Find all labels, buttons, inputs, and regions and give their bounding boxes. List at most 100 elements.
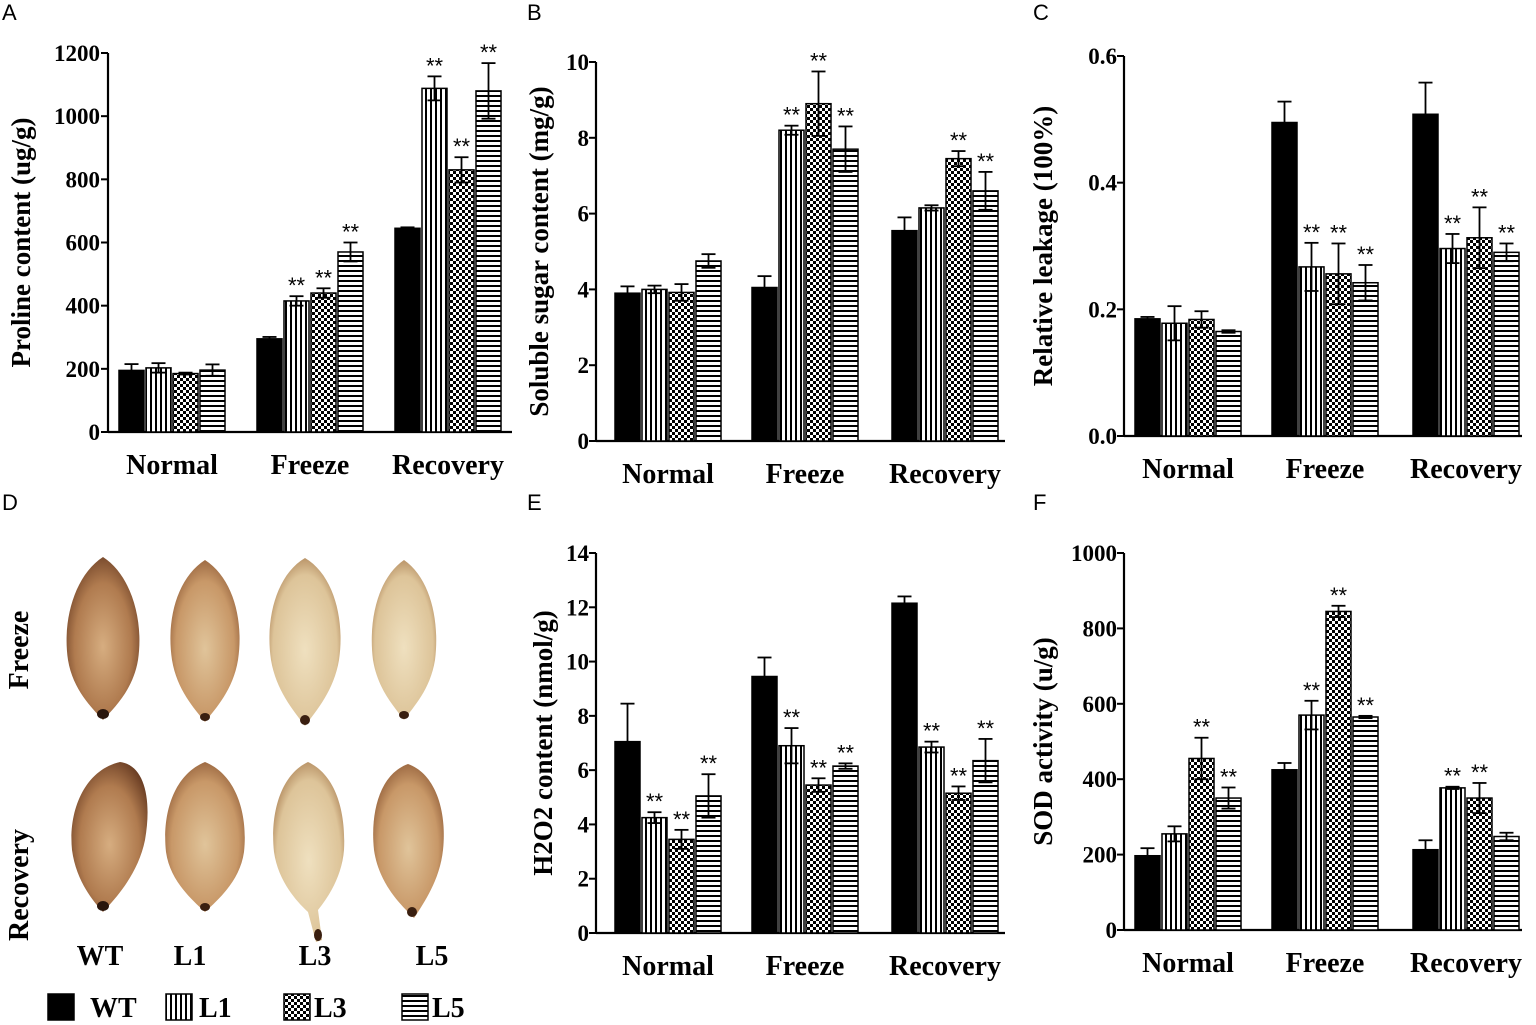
significance-mark: ** — [1357, 693, 1375, 718]
legend-swatch-l1 — [165, 993, 193, 1021]
column-label-wt: WT — [77, 941, 124, 972]
bar-l5-normal — [1215, 797, 1242, 931]
bar-l3-freeze — [805, 784, 832, 934]
bar-wt-freeze — [751, 286, 778, 442]
x-category-label: Freeze — [271, 450, 350, 481]
bar-l5-recovery — [1493, 251, 1520, 437]
bar-l1-recovery — [918, 207, 945, 442]
y-tick-label: 4 — [578, 812, 590, 837]
x-category-label: Normal — [126, 450, 218, 481]
row-label-recovery: Recovery — [4, 829, 35, 941]
legend-label-wt: WT — [90, 993, 137, 1024]
bar-l1-freeze — [1298, 714, 1325, 931]
bar-l1-freeze — [283, 300, 310, 433]
bar-l5-freeze — [337, 251, 364, 433]
bar-l3-normal — [668, 291, 695, 442]
leaf-freeze-wt — [66, 557, 140, 720]
y-tick-label: 400 — [66, 294, 101, 319]
y-tick-label: 8 — [578, 704, 590, 729]
bar-l5-freeze — [1352, 281, 1379, 437]
bar-l3-freeze — [805, 102, 832, 442]
y-tick-label: 0.4 — [1088, 171, 1117, 196]
x-category-label: Freeze — [766, 459, 845, 490]
bar-wt-recovery — [891, 229, 918, 442]
y-tick-label: 4 — [578, 277, 590, 302]
significance-mark: ** — [342, 220, 360, 245]
bar-l5-recovery — [972, 190, 999, 442]
y-tick-label: 8 — [578, 126, 590, 151]
bar-l5-recovery — [972, 759, 999, 934]
y-axis-title: SOD activity (u/g) — [1028, 637, 1058, 846]
chart-h2o2: 0 2 4 6 8 10 12 14 H2O2 content (nmol/g) Normal **… — [528, 541, 1005, 982]
y-tick-label: 600 — [66, 231, 101, 256]
y-tick-label: 0.2 — [1088, 297, 1117, 322]
bar-l1-freeze — [778, 744, 805, 934]
significance-mark: ** — [700, 751, 718, 776]
bar-l5-normal — [695, 260, 722, 442]
bar-wt-freeze — [751, 675, 778, 934]
significance-mark: ** — [1498, 220, 1516, 245]
y-tick-label: 2 — [578, 867, 590, 892]
significance-mark: ** — [1471, 760, 1489, 785]
x-category-label: Recovery — [1410, 454, 1522, 485]
significance-mark: ** — [673, 807, 691, 832]
y-tick-label: 0.6 — [1088, 44, 1117, 69]
bar-wt-freeze — [1271, 769, 1298, 931]
bar-l5-freeze — [1352, 716, 1379, 931]
bar-wt-recovery — [1412, 113, 1439, 437]
bar-l1-recovery — [421, 87, 448, 433]
y-tick-label: 14 — [566, 541, 590, 566]
legend: WT L1 L3 L5 — [47, 993, 465, 1024]
panel-label-e: E — [527, 490, 542, 515]
bar-wt-freeze — [1271, 121, 1298, 437]
significance-mark: ** — [646, 789, 664, 814]
x-category-label: Freeze — [766, 951, 845, 982]
bar-l3-freeze — [310, 292, 337, 433]
bar-wt-recovery — [1412, 848, 1439, 931]
y-tick-label: 12 — [566, 595, 589, 620]
bar-l1-freeze — [778, 129, 805, 442]
x-category-label: Normal — [1142, 948, 1234, 979]
bar-l3-recovery — [448, 169, 475, 433]
y-tick-label: 0.0 — [1088, 424, 1117, 449]
bar-l3-normal — [1188, 318, 1215, 437]
significance-mark: ** — [810, 755, 828, 780]
significance-mark: ** — [837, 103, 855, 128]
bar-l3-normal — [668, 838, 695, 934]
bar-l1-normal — [1161, 833, 1188, 931]
bar-l1-recovery — [1439, 787, 1466, 931]
bar-wt-recovery — [891, 602, 918, 934]
bar-l5-recovery — [475, 90, 502, 433]
x-category-label: Recovery — [1410, 948, 1522, 979]
y-tick-label: 0 — [89, 420, 101, 445]
panel-label-a: A — [2, 0, 17, 25]
panel-label-f: F — [1033, 490, 1046, 515]
y-axis-title: Proline content (ug/g) — [6, 118, 36, 368]
significance-mark: ** — [1303, 678, 1321, 703]
y-tick-label: 0 — [578, 921, 590, 946]
bar-wt-recovery — [394, 227, 421, 433]
significance-mark: ** — [950, 128, 968, 153]
legend-label-l3: L3 — [314, 993, 347, 1024]
leaf-freeze-l1 — [170, 560, 240, 722]
bar-l1-recovery — [918, 746, 945, 934]
leaf-freeze-l3 — [269, 558, 341, 726]
bar-l1-recovery — [1439, 247, 1466, 437]
significance-mark: ** — [1220, 764, 1238, 789]
significance-mark: ** — [480, 40, 498, 65]
bar-l1-normal — [1161, 322, 1188, 437]
significance-mark: ** — [426, 53, 444, 78]
bar-l3-recovery — [945, 157, 972, 442]
bar-l1-normal — [641, 288, 668, 442]
bar-l1-normal — [641, 816, 668, 934]
bar-l5-freeze — [832, 765, 859, 934]
y-tick-label: 1000 — [1071, 541, 1117, 566]
leaf-recovery-l5 — [373, 764, 444, 918]
y-tick-label: 1200 — [54, 41, 100, 66]
significance-mark: ** — [837, 740, 855, 765]
bar-wt-freeze — [256, 338, 283, 433]
y-tick-label: 800 — [66, 167, 101, 192]
leaf-recovery-l1 — [165, 762, 245, 912]
bar-l3-freeze — [1325, 610, 1352, 931]
x-category-label: Recovery — [889, 951, 1001, 982]
